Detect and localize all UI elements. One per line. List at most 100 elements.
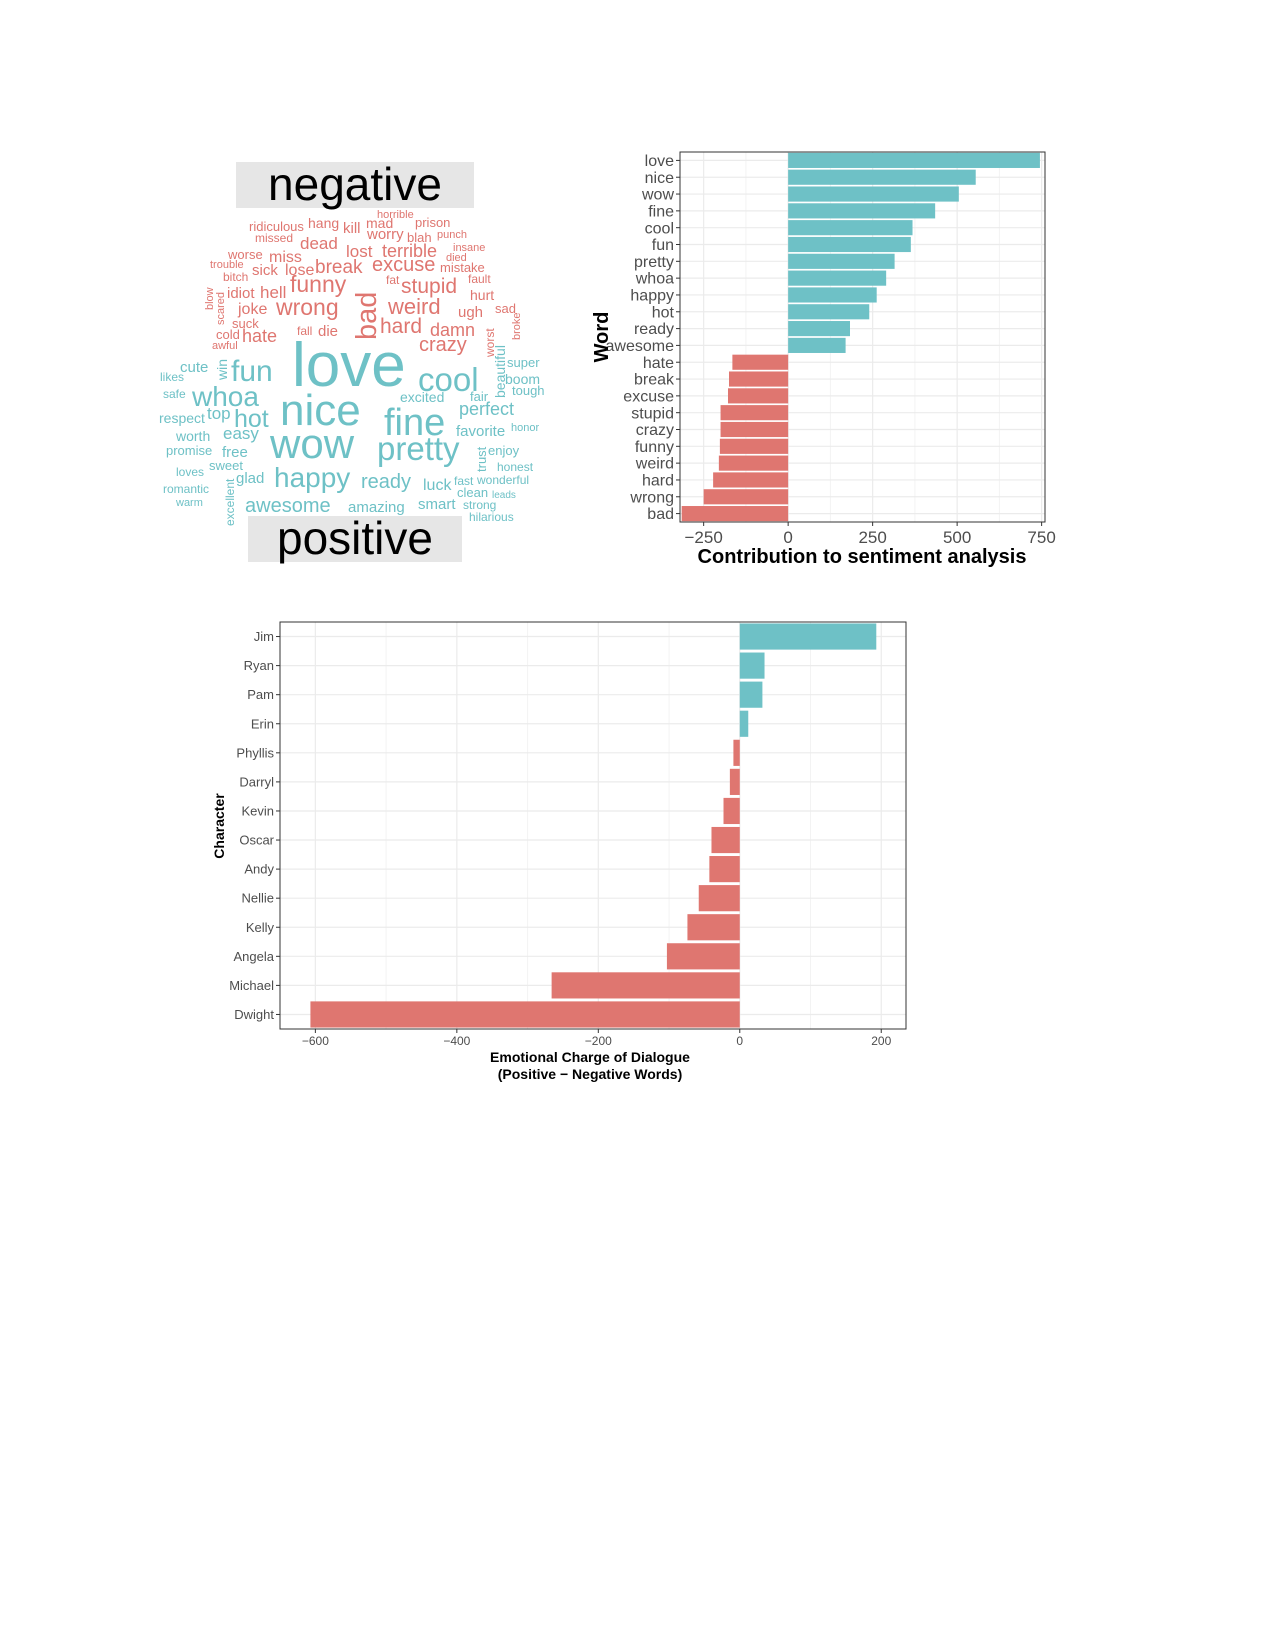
bar-stupid [720,405,789,421]
negative-word-prison: prison [415,215,450,230]
positive-strip [248,516,462,562]
positive-word-smart: smart [418,496,456,513]
negative-word-fault: fault [468,272,491,286]
positive-word-whoa: whoa [191,381,259,412]
bar-fine [788,203,936,219]
bar-erin [739,710,749,737]
positive-word-awesome: awesome [245,495,331,517]
bar-wow [788,186,959,202]
y-tick-label: ready [634,321,674,338]
negative-word-scared: scared [215,292,227,325]
positive-word-respect: respect [159,410,205,426]
positive-label: positive [277,512,433,564]
bar-fun [788,236,911,253]
negative-word-broke: broke [511,312,523,340]
y-tick-label: whoa [635,271,674,288]
positive-word-wonderful: wonderful [476,473,529,487]
negative-word-punch: punch [437,229,467,241]
positive-word-perfect: perfect [459,399,514,419]
bar-pretty [788,253,895,269]
positive-word-sweet: sweet [209,458,243,473]
x-tick-label: 750 [1027,528,1055,547]
x-tick-label: 250 [858,528,886,547]
y-tick-label: stupid [631,405,674,422]
x-axis-title-line2: (Positive − Negative Words) [498,1066,683,1082]
positive-word-fast: fast [454,474,474,488]
x-tick-label: 200 [871,1034,891,1048]
bar-wrong [703,489,789,505]
y-tick-label: cool [645,220,674,237]
y-tick-label: Darryl [239,774,274,789]
y-tick-label: nice [645,170,674,187]
bar-whoa [788,270,887,286]
x-tick-label: 0 [783,528,792,547]
y-tick-label: Dwight [234,1007,274,1022]
positive-word-win: win [214,359,230,381]
y-tick-label: excuse [623,388,674,405]
y-tick-label: wow [641,187,674,204]
negative-word-miss: miss [269,249,302,266]
y-tick-label: hot [652,304,675,321]
y-tick-label: happy [630,288,674,305]
word-cloud: negative positive ridiculous hang kill mad h… [150,150,610,590]
positive-word-super: super [507,355,540,370]
negative-word-terrible: terrible [382,241,437,261]
negative-word-worst: worst [483,328,497,358]
positive-word-luck: luck [423,477,452,494]
bar-break [729,371,789,387]
plot-frame [679,151,1046,523]
positive-word-honor: honor [511,422,539,434]
bar-nellie [698,885,740,912]
positive-word-safe: safe [163,387,186,401]
bar-dwight [310,1001,740,1028]
word-cloud-canvas: negative positive ridiculous hang kill madh… [159,158,545,564]
positive-word-leads: leads [492,490,516,501]
negative-word-ridiculous: ridiculous [249,219,304,234]
positive-word-favorite: favorite [456,423,505,440]
bar-cool [788,220,913,236]
positive-word-love: love [292,331,406,400]
positive-word-excellent: excellent [223,478,237,526]
bar-andy [709,856,740,883]
negative-word-dead: dead [300,234,338,253]
negative-word-horrible: horrible [377,209,414,221]
positive-word-wow: wow [269,420,355,467]
positive-word-pretty: pretty [377,430,460,467]
negative-word-hard: hard [380,315,422,338]
positive-word-nice: nice [280,386,361,435]
y-tick-label: Kelly [246,920,275,935]
bar-phyllis [733,739,740,766]
negative-word-stupid: stupid [401,275,457,298]
positive-word-strong: strong [463,498,496,512]
positive-word-cute: cute [180,359,208,376]
y-tick-label: fun [652,237,674,254]
positive-word-loves: loves [176,465,204,479]
y-tick-label: break [634,372,675,389]
y-tick-label: bad [647,506,674,523]
negative-word-blah: blah [407,230,432,245]
bar-hot [788,304,870,320]
y-tick-label: fine [648,203,674,220]
negative-word-joke: joke [237,301,267,318]
x-tick-label: −400 [443,1034,470,1048]
bar-kevin [723,797,740,825]
positive-word-fine: fine [384,402,445,444]
y-tick-label: awesome [606,338,675,355]
positive-word-happy: happy [274,462,350,493]
negative-word-break: break [315,257,363,278]
plot-background [280,622,906,1029]
negative-word-hate: hate [242,326,277,346]
y-tick-label: Pam [247,687,274,702]
bar-happy [788,287,877,303]
positive-word-top: top [207,404,231,423]
negative-word-lose: lose [285,262,314,279]
plot-frame [279,621,907,1030]
negative-word-sick: sick [252,262,278,279]
negative-word-mistake: mistake [440,260,485,275]
negative-word-crazy: crazy [419,334,467,356]
positive-word-easy: easy [223,424,259,443]
negative-word-died: died [446,252,467,264]
negative-word-suck: suck [232,316,259,331]
negative-word-hang: hang [308,215,339,231]
positive-word-cool: cool [418,361,479,398]
